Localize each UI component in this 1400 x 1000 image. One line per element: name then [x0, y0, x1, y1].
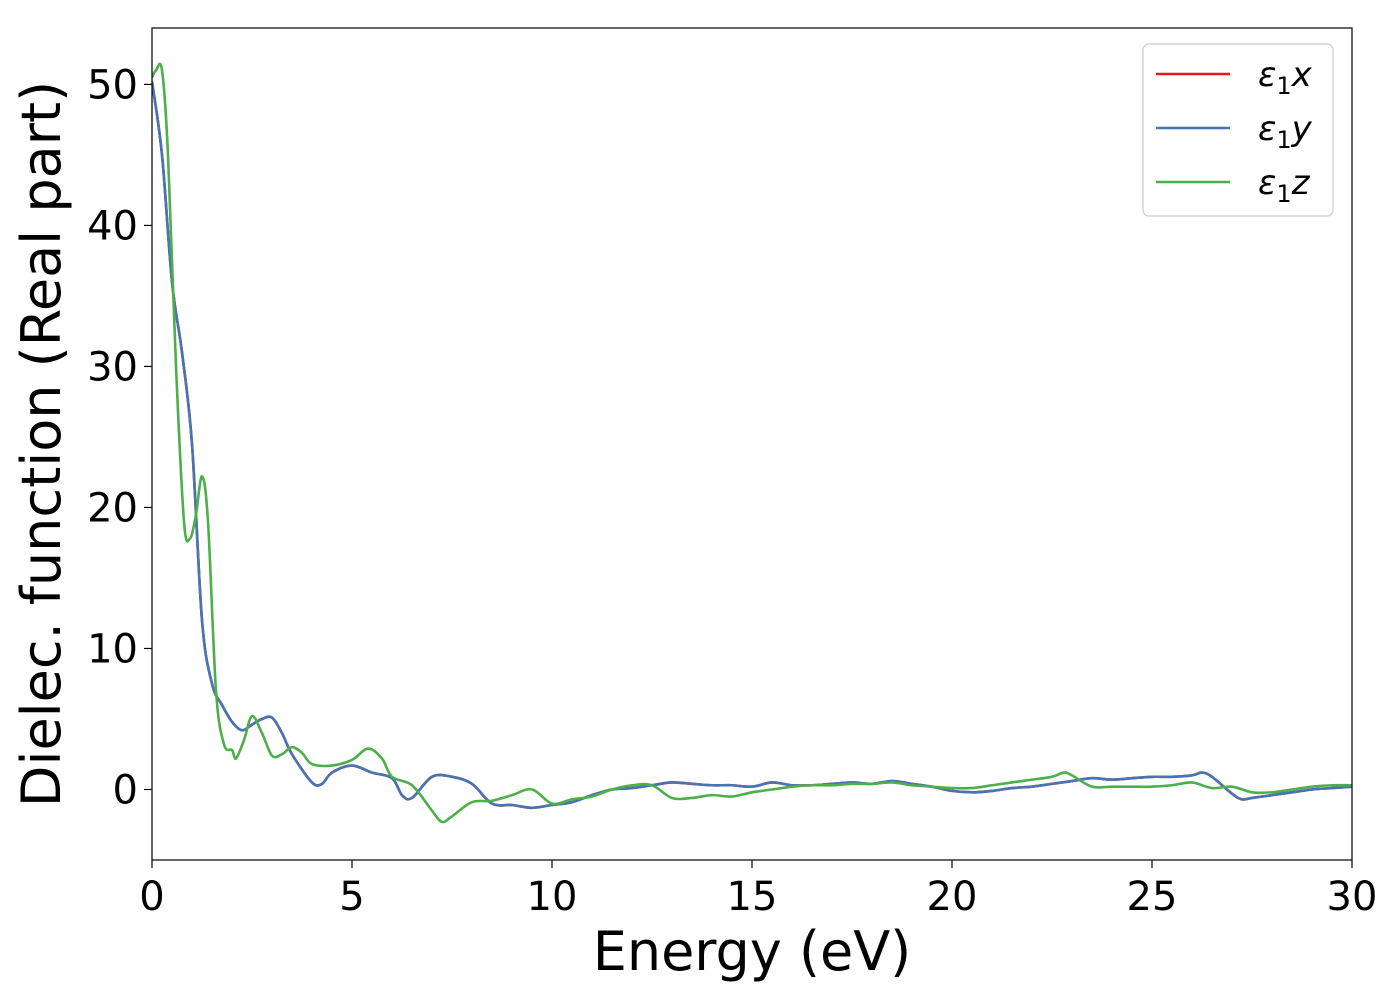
x-tick-label: 25 [1127, 874, 1178, 920]
legend-label-z: ε1z [1258, 163, 1311, 208]
legend-box [1142, 43, 1334, 217]
series-layer [152, 62, 1352, 824]
x-tick-label: 20 [927, 874, 978, 920]
series-line-z [152, 62, 1352, 824]
y-tick-label: 0 [113, 767, 138, 813]
x-tick-label: 0 [139, 874, 164, 920]
y-axis: 0 10 20 30 40 50 [87, 62, 152, 813]
series-line-y [152, 81, 1352, 810]
y-tick-label: 30 [87, 344, 138, 390]
x-tick-label: 30 [1327, 874, 1378, 920]
y-tick-label: 20 [87, 485, 138, 531]
y-tick-label: 40 [87, 203, 138, 249]
y-axis-title: Dielec. function (Real part) [10, 81, 73, 807]
x-axis: 0 5 10 15 20 25 30 [139, 860, 1377, 920]
x-tick-label: 15 [727, 874, 778, 920]
x-tick-label: 10 [527, 874, 578, 920]
y-tick-label: 50 [87, 62, 138, 108]
x-tick-label: 5 [339, 874, 364, 920]
legend: ε1x ε1y ε1z [1142, 43, 1334, 217]
y-tick-label: 10 [87, 626, 138, 672]
legend-label-y: ε1y [1258, 109, 1313, 154]
x-axis-title: Energy (eV) [593, 920, 912, 983]
legend-label-x: ε1x [1258, 55, 1313, 100]
